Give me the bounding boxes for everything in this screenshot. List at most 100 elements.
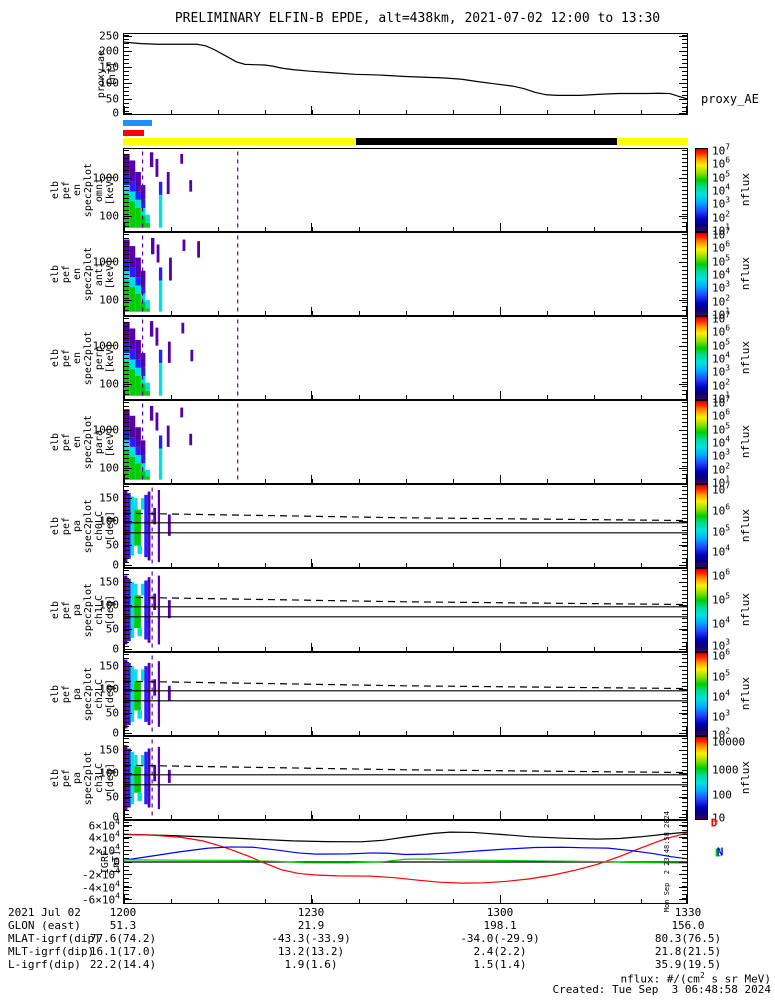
x-major-tick-ch2LC-1: [311, 727, 313, 735]
x-major-tick-perp-2: [499, 391, 501, 399]
bar-blue: [123, 120, 152, 126]
axis-date-label: 2021 Jul 02: [8, 906, 81, 919]
proxy-ytick-label-0: 250: [99, 29, 119, 43]
spec-axis-title-ch2LC: elb pef pa spec2plot ch2LC [deg]: [42, 652, 116, 736]
spec-panel-ch3LC: [123, 736, 688, 820]
axis-row-1-value-1: -43.3(-33.9): [271, 932, 351, 945]
spec-axis-title-perp-line-0: elb: [50, 348, 61, 368]
colorbar-title-text-anti: nflux: [738, 257, 752, 291]
spec-axis-title-ch1LC-line-5: [deg]: [105, 594, 116, 626]
spec-axis-title-ch0LC: elb pef pa spec2plot ch0LC [deg]: [42, 484, 116, 568]
igrf-side-timestamp: Mon Sep 2 23:48:58 2024: [663, 811, 671, 912]
ch2LC-ytick-tickmark-r-1: [679, 689, 688, 691]
proxy-ytick-tickmark-r-1: [679, 51, 688, 53]
ch1LC-ytick-tickmark-l-0: [123, 582, 132, 584]
ch2LC-ytick-tickmark-r-0: [679, 666, 688, 668]
proxy-ae-panel: [123, 33, 688, 115]
spec-axis-title-ch2LC-line-5: [deg]: [105, 678, 116, 710]
spec-panel-anti: [123, 232, 688, 316]
spec-panel-para: [123, 400, 688, 484]
anti-ytick-tickmark-l-1: [123, 300, 132, 302]
ch3LC-ytick-label-2: 50: [105, 790, 119, 804]
spec-axis-title-ch3LC-line-5: [deg]: [105, 762, 116, 794]
axis-row-label-2: MLT-igrf(dip): [8, 945, 95, 958]
igrf-ytick-tickmark-l-2: [123, 849, 132, 851]
colorbar-title-ch0LC: nflux: [738, 484, 752, 568]
spec-axis-title-ch3LC-line-1: pef: [61, 768, 72, 788]
bar-black: [355, 138, 617, 145]
igrf-ytick-tickmark-r-6: [679, 898, 688, 900]
colorbar-perp-tick-2: 105: [712, 337, 731, 352]
igrf-ytick-label-6: -6×104: [82, 891, 120, 907]
colorbar-ch0LC-tick-1: 106: [712, 502, 731, 518]
ch3LC-ytick-tickmark-r-2: [679, 796, 688, 798]
ch3LC-ytick-tickmark-r-1: [679, 773, 688, 775]
axis-time-1300: 1300: [486, 906, 514, 919]
ch3LC-ytick-tickmark-r-0: [679, 750, 688, 752]
ch2LC-ytick-tickmark-l-0: [123, 666, 132, 668]
igrf-ytick-label-0: 6×104: [88, 817, 120, 833]
igrf-ytick-tickmark-l-6: [123, 898, 132, 900]
spec-axis-title-para-line-1: pef: [61, 432, 72, 452]
proxy-ytick-tickmark-r-4: [679, 99, 688, 101]
ch3LC-ytick-tickmark-l-2: [123, 796, 132, 798]
colorbar-anti-tick-3: 104: [712, 266, 731, 282]
axis-row-1-value-2: -34.0(-29.9): [460, 932, 540, 945]
colorbar-anti-tick-5: 102: [712, 293, 731, 309]
ch0LC-ytick-tickmark-r-2: [679, 544, 688, 546]
igrf-ytick-tickmark-l-3: [123, 862, 132, 863]
axis-time-1230: 1230: [297, 906, 325, 919]
ch3LC-ytick-tickmark-l-1: [123, 773, 132, 775]
colorbar-ch1LC: [695, 568, 708, 652]
spec-axis-title-para-line-5: [keV]: [105, 426, 116, 458]
omni-ytick-tickmark-r-1: [679, 216, 688, 218]
ch0LC-ytick-label-3: 0: [112, 558, 119, 572]
ch0LC-ytick-label-0: 150: [99, 491, 119, 505]
x-minor-ticks-anti: [124, 311, 687, 315]
colorbar-ch2LC: [695, 652, 708, 736]
colorbar-title-omni: nflux: [738, 148, 752, 232]
x-major-tick-ch2LC-0: [124, 727, 125, 735]
axis-row-3-value-2: 1.5(1.4): [473, 958, 527, 971]
colorbar-ch1LC-tick-0: 106: [712, 567, 731, 583]
colorbar-para-tick-5: 102: [712, 461, 731, 477]
axis-row-label-1: MLAT-igrf(dip): [8, 932, 101, 945]
proxy-ytick-tickmark-l-3: [123, 83, 132, 85]
proxy-ytick-label-3: 100: [99, 76, 119, 90]
spec-axis-title-ch0LC-line-3: spec2plot: [83, 498, 94, 554]
spec-axis-title-perp-line-5: [keV]: [105, 342, 116, 374]
perp-ytick-tickmark-l-0: [123, 346, 132, 348]
x-major-tick-anti-1: [311, 307, 313, 315]
spec-axis-title-ch1LC-line-0: elb: [50, 600, 61, 620]
ch1LC-ytick-tickmark-r-0: [679, 582, 688, 584]
x-major-tick-ch3LC-0: [124, 811, 125, 819]
spec-axis-title-ch3LC-line-4: ch3LC: [94, 762, 105, 794]
igrf-ytick-tickmark-l-5: [123, 886, 132, 888]
proxy-ytick-tickmark-r-2: [679, 67, 688, 69]
x-minor-ticks-perp: [124, 395, 687, 399]
perp-ytick-tickmark-r-0: [679, 346, 688, 348]
colorbar-title-text-ch2LC: nflux: [738, 677, 752, 711]
axis-row-3-value-1: 1.9(1.6): [284, 958, 338, 971]
figure-title: PRELIMINARY ELFIN-B EPDE, alt=438km, 202…: [174, 11, 661, 26]
spec-panel-ch1LC: [123, 568, 688, 652]
spec-data-perp: [124, 317, 687, 399]
spec-axis-title-anti-line-4: anti: [94, 261, 105, 287]
ch3LC-ytick-tickmark-l-0: [123, 750, 132, 752]
x-major-tick-omni-2: [499, 223, 501, 231]
spec-axis-title-ch3LC-line-2: pa: [72, 771, 83, 785]
minor-ticks-right-proxy: [682, 35, 687, 113]
spec-data-anti: [124, 233, 687, 315]
minor-ticks-left-omni: [124, 150, 129, 230]
x-major-tick-para-3: [686, 475, 687, 483]
colorbar-title-text-perp: nflux: [738, 341, 752, 375]
axis-row-3-value-3: 35.9(19.5): [654, 958, 722, 971]
ch1LC-ytick-label-0: 150: [99, 575, 119, 589]
proxy-ytick-tickmark-l-4: [123, 99, 132, 101]
colorbar-ch3LC-tick-2: 100: [712, 788, 732, 802]
colorbar-omni-tick-2: 105: [712, 169, 731, 184]
spec-axis-title-para-line-4: para: [94, 429, 105, 455]
ch1LC-ytick-tickmark-r-2: [679, 628, 688, 630]
x-major-tick-anti-3: [686, 307, 687, 315]
ch1LC-ytick-tickmark-r-1: [679, 605, 688, 607]
